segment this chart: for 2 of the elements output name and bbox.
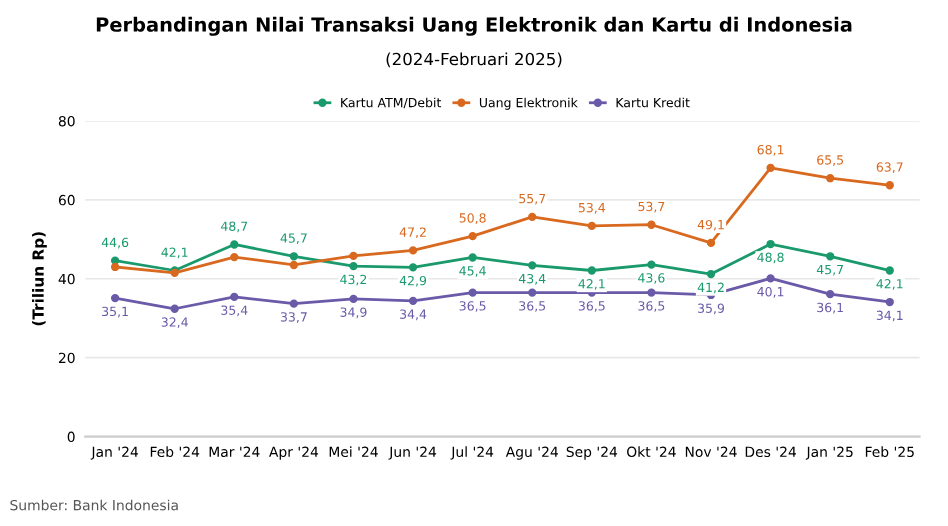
chart-subtitle: (2024-Februari 2025) [386,52,562,68]
chart-title: Perbandingan Nilai Transaksi Uang Elektronik dan Kartu di Indonesia [96,16,852,36]
